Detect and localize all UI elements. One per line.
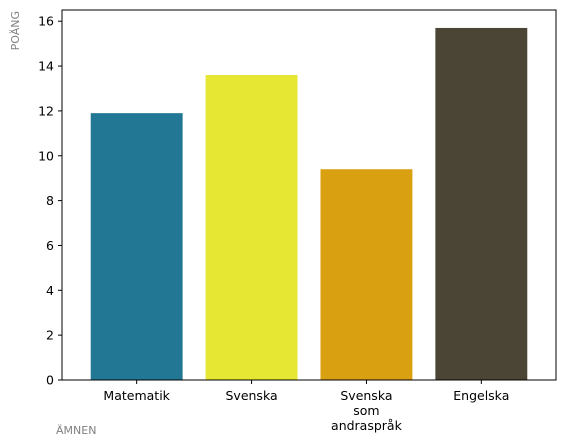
- plot-frame: [61, 9, 557, 381]
- y-tick-label: 6: [46, 238, 54, 253]
- x-tick-label-line: Svenska: [340, 388, 392, 403]
- x-tick-label-line: Svenska: [225, 388, 277, 403]
- y-tick-label: 10: [38, 148, 54, 163]
- x-tick-label: Matematik: [103, 388, 170, 403]
- y-tick-label: 4: [46, 283, 54, 298]
- y-tick-label: 12: [38, 103, 54, 118]
- x-axis-ticks: Matematik Svenska Svenska som andraspråkEnge…: [103, 380, 509, 433]
- x-tick-label: Svenska som andraspråk: [331, 388, 403, 433]
- bar-3: [435, 27, 528, 381]
- y-tick-label: 8: [46, 193, 54, 208]
- y-tick-label: 2: [46, 328, 54, 343]
- x-tick-label-line: Engelska: [453, 388, 509, 403]
- y-axis-ticks: 0 2 4 6 8 10 12 14 16: [38, 14, 62, 388]
- bar-2: [320, 169, 413, 380]
- y-tick-label: 16: [38, 14, 54, 29]
- x-tick-label-line: Matematik: [103, 388, 170, 403]
- x-axis-label: ÄMNEN: [56, 424, 96, 437]
- y-axis-label: POÄNG: [9, 11, 22, 50]
- bar-0: [90, 113, 183, 380]
- x-tick-label-line: som: [353, 403, 379, 418]
- x-tick-label: Engelska: [453, 388, 509, 403]
- bar-1: [205, 75, 298, 380]
- x-tick-label: Svenska: [225, 388, 277, 403]
- bars-group: [90, 27, 528, 381]
- y-tick-label: 0: [46, 373, 54, 388]
- y-tick-label: 14: [38, 59, 54, 74]
- x-tick-label-line: andraspråk: [331, 418, 403, 433]
